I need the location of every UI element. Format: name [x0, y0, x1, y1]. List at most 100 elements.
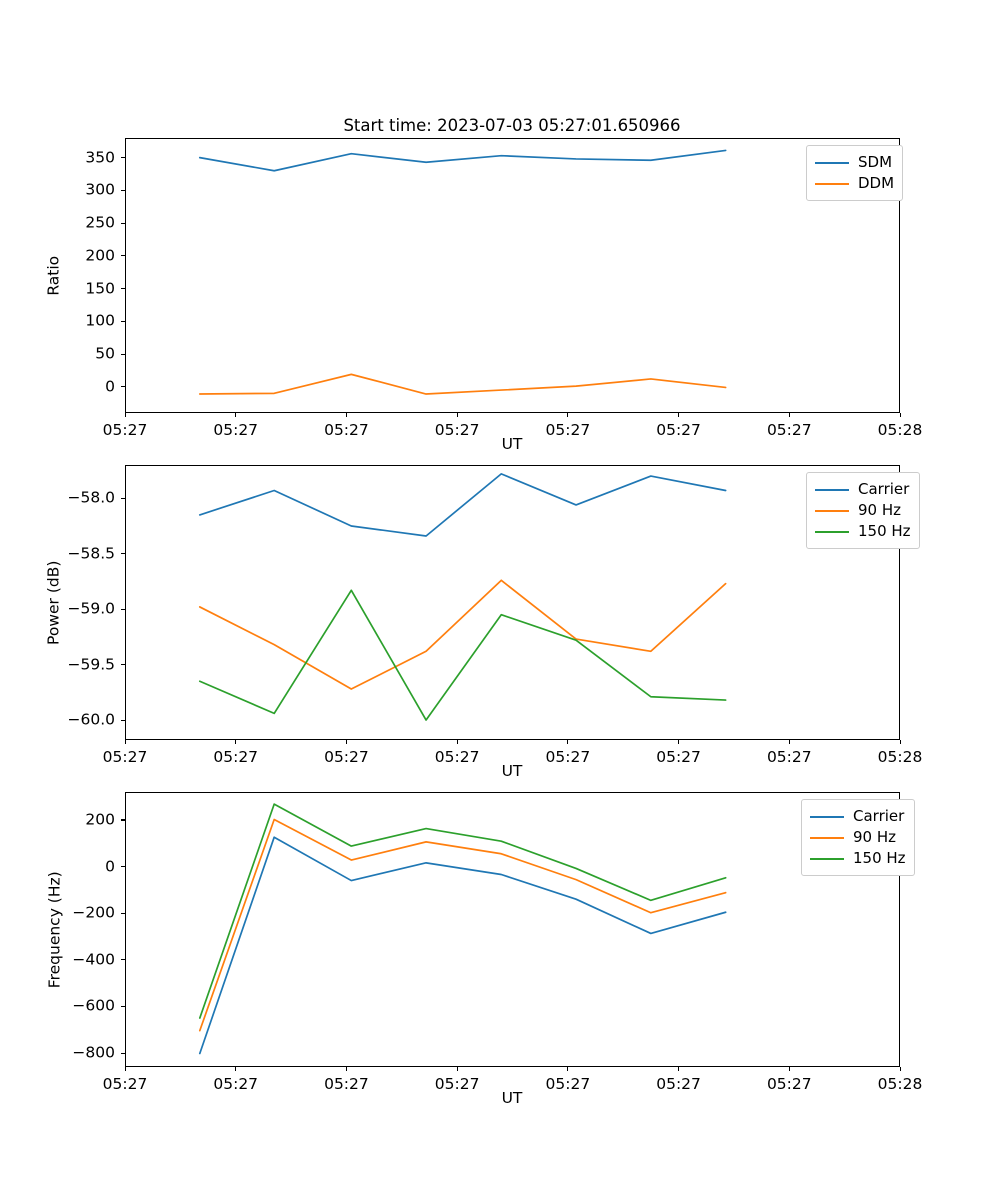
plot-lines-power: [198, 473, 727, 721]
ytick-label: −59.0: [67, 599, 116, 618]
legend-color-swatch: [815, 530, 849, 533]
xlabel-ratio: UT: [501, 435, 523, 453]
xtick-mark: [567, 1067, 569, 1071]
ytick-label: −200: [72, 903, 115, 922]
ytick-mark: [121, 353, 125, 355]
ylabel-ratio: Ratio: [44, 255, 63, 296]
ytick-label: −59.5: [67, 654, 116, 673]
legend-item-label: 150 Hz: [858, 522, 911, 540]
axes-frame-power: [125, 465, 900, 740]
plot-lines-ratio: [198, 149, 727, 395]
xtick-label: 05:28: [877, 421, 923, 439]
xtick-label: 05:27: [545, 1075, 591, 1093]
axes-frame-frequency: [125, 792, 900, 1067]
xtick-mark: [678, 1067, 680, 1071]
xtick-mark: [899, 1067, 901, 1071]
ytick-label: 300: [85, 180, 115, 199]
ytick-label: −800: [72, 1043, 115, 1062]
series-line-carrier: [198, 473, 727, 537]
legend-item[interactable]: 150 Hz: [810, 848, 906, 869]
ytick-label: −400: [72, 950, 115, 969]
xtick-label: 05:28: [877, 748, 923, 766]
legend-item-label: SDM: [858, 153, 893, 171]
xlabel-power: UT: [501, 762, 523, 780]
ytick-mark: [121, 189, 125, 191]
legend-power[interactable]: Carrier 90 Hz 150 Hz: [806, 472, 920, 549]
xtick-label: 05:27: [545, 421, 591, 439]
ytick-mark: [121, 288, 125, 290]
xtick-mark: [678, 413, 680, 417]
ytick-mark: [121, 1052, 125, 1054]
xtick-mark: [124, 1067, 126, 1071]
legend-item-label: 90 Hz: [853, 828, 897, 846]
plot-lines-frequency: [198, 803, 727, 1055]
ytick-mark: [121, 222, 125, 224]
xtick-mark: [899, 413, 901, 417]
ytick-label: −58.0: [67, 488, 116, 507]
legend-color-swatch: [815, 182, 849, 185]
subplot-frequency: [125, 792, 900, 1067]
legend-item[interactable]: 150 Hz: [815, 521, 911, 542]
legend-color-swatch: [810, 857, 844, 860]
xtick-mark: [456, 1067, 458, 1071]
xtick-mark: [788, 1067, 790, 1071]
ytick-label: −600: [72, 996, 115, 1015]
ylabel-power: Power (dB): [44, 560, 63, 645]
xtick-mark: [235, 740, 237, 744]
axes-frame-ratio: [125, 138, 900, 413]
ytick-mark: [121, 819, 125, 821]
legend-frequency[interactable]: Carrier 90 Hz 150 Hz: [801, 799, 915, 876]
xtick-label: 05:27: [102, 1075, 148, 1093]
xtick-label: 05:27: [434, 421, 480, 439]
legend-color-swatch: [810, 815, 844, 818]
ytick-label: 50: [95, 344, 115, 363]
xtick-label: 05:27: [324, 1075, 369, 1093]
xtick-mark: [456, 413, 458, 417]
series-line-150-hz: [198, 803, 727, 1019]
xtick-label: 05:27: [324, 421, 369, 439]
subplot-ratio: [125, 138, 900, 413]
ytick-mark: [121, 553, 125, 555]
xtick-label: 05:27: [213, 1075, 259, 1093]
xtick-mark: [456, 740, 458, 744]
xtick-label: 05:27: [434, 1075, 480, 1093]
series-line-90-hz: [198, 579, 727, 690]
legend-ratio[interactable]: SDM DDM: [806, 145, 904, 201]
legend-item[interactable]: DDM: [815, 173, 894, 194]
xtick-label: 05:27: [545, 748, 591, 766]
xtick-mark: [567, 740, 569, 744]
ylabel-frequency: Frequency (Hz): [45, 871, 64, 989]
ytick-label: 0: [105, 377, 115, 396]
legend-item[interactable]: 90 Hz: [810, 827, 906, 848]
legend-item-label: 90 Hz: [858, 501, 902, 519]
subplot-power: [125, 465, 900, 740]
legend-item[interactable]: Carrier: [815, 479, 911, 500]
xtick-mark: [899, 740, 901, 744]
series-line-ddm: [198, 373, 727, 395]
xtick-label: 05:27: [213, 748, 259, 766]
legend-color-swatch: [815, 488, 849, 491]
ytick-mark: [121, 608, 125, 610]
xtick-label: 05:27: [434, 748, 480, 766]
xtick-mark: [345, 413, 348, 417]
legend-item[interactable]: Carrier: [810, 806, 906, 827]
xtick-label: 05:27: [102, 421, 148, 439]
xtick-mark: [235, 1067, 237, 1071]
xtick-label: 05:27: [766, 421, 812, 439]
xtick-label: 05:27: [102, 748, 148, 766]
ytick-label: 250: [85, 213, 115, 232]
xtick-mark: [345, 1067, 348, 1071]
legend-color-swatch: [815, 509, 849, 512]
series-line-90-hz: [198, 818, 727, 1032]
ytick-mark: [121, 866, 125, 868]
xtick-mark: [567, 413, 569, 417]
ytick-label: 200: [85, 810, 115, 829]
ytick-mark: [121, 1005, 125, 1007]
xtick-label: 05:27: [324, 748, 369, 766]
legend-item[interactable]: 90 Hz: [815, 500, 911, 521]
ytick-mark: [121, 320, 125, 322]
legend-color-swatch: [810, 836, 844, 839]
xtick-mark: [678, 740, 680, 744]
legend-item[interactable]: SDM: [815, 152, 894, 173]
legend-item-label: DDM: [858, 174, 895, 192]
